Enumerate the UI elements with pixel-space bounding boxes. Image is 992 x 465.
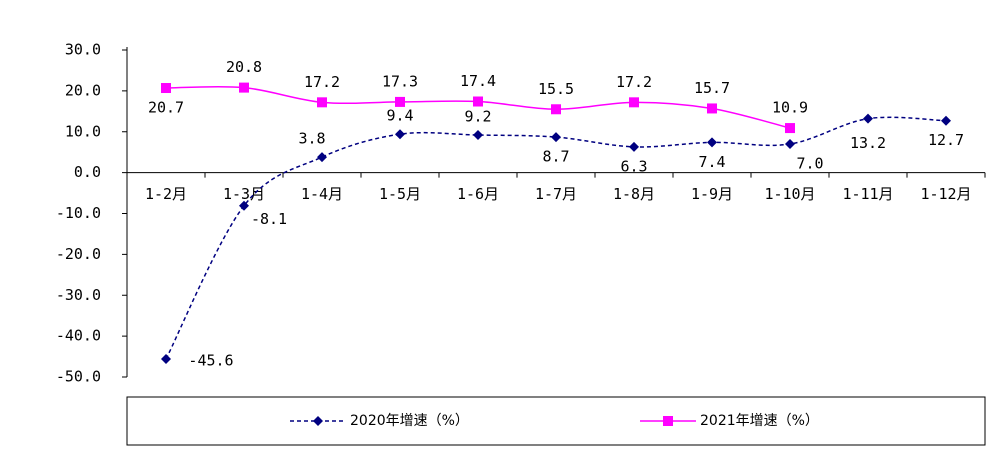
y-tick-label: -20.0 bbox=[56, 245, 101, 263]
y-tick-label: 0.0 bbox=[74, 163, 101, 181]
data-label: 15.5 bbox=[538, 80, 574, 98]
y-tick-label: -40.0 bbox=[56, 327, 101, 345]
data-point bbox=[941, 115, 951, 126]
data-label: -45.6 bbox=[188, 352, 233, 370]
data-point bbox=[395, 129, 405, 140]
data-label: 9.2 bbox=[464, 108, 491, 126]
legend-label: 2021年增速（%） bbox=[700, 413, 819, 429]
legend-box bbox=[126, 396, 986, 446]
data-label: 17.2 bbox=[616, 73, 652, 91]
data-label: 10.9 bbox=[772, 99, 808, 117]
data-label: 6.3 bbox=[620, 157, 647, 175]
y-tick-label: 10.0 bbox=[65, 122, 101, 140]
data-point bbox=[473, 130, 483, 141]
data-point bbox=[239, 200, 249, 211]
y-tick-label: -50.0 bbox=[56, 368, 101, 386]
legend-marker bbox=[663, 416, 673, 426]
x-tick-label: 1-7月 bbox=[535, 185, 577, 203]
data-point bbox=[317, 97, 327, 108]
data-label: 17.3 bbox=[382, 72, 418, 90]
data-point bbox=[551, 132, 561, 143]
data-point bbox=[707, 103, 717, 114]
data-point bbox=[785, 123, 795, 134]
data-point bbox=[395, 96, 405, 107]
data-point bbox=[707, 137, 717, 148]
x-tick-label: 1-6月 bbox=[457, 185, 499, 203]
legend-label: 2020年增速（%） bbox=[350, 413, 469, 429]
x-tick-label: 1-4月 bbox=[301, 185, 343, 203]
data-point bbox=[785, 139, 795, 150]
y-tick-label: -10.0 bbox=[56, 204, 101, 222]
data-label: 20.7 bbox=[148, 99, 184, 117]
series-line bbox=[165, 116, 947, 360]
data-label: 15.7 bbox=[694, 79, 730, 97]
y-tick-label: 30.0 bbox=[65, 41, 101, 59]
x-tick-label: 1-11月 bbox=[842, 185, 893, 203]
data-point bbox=[161, 83, 171, 94]
data-point bbox=[629, 97, 639, 108]
data-point bbox=[629, 141, 639, 152]
data-label: -8.1 bbox=[251, 210, 287, 228]
data-point bbox=[317, 152, 327, 163]
data-label: 20.8 bbox=[226, 58, 262, 76]
data-point bbox=[473, 96, 483, 107]
data-label: 7.0 bbox=[796, 155, 823, 173]
x-tick-label: 1-3月 bbox=[223, 185, 265, 203]
data-label: 7.4 bbox=[698, 153, 725, 171]
data-point bbox=[863, 113, 873, 124]
data-label: 3.8 bbox=[298, 130, 325, 148]
data-label: 17.4 bbox=[460, 72, 496, 90]
x-tick-label: 1-9月 bbox=[691, 185, 733, 203]
y-tick-label: -30.0 bbox=[56, 286, 101, 304]
x-tick-label: 1-10月 bbox=[764, 185, 815, 203]
data-label: 8.7 bbox=[542, 148, 569, 166]
data-point bbox=[239, 82, 249, 93]
x-tick-label: 1-8月 bbox=[613, 185, 655, 203]
x-tick-label: 1-12月 bbox=[920, 185, 971, 203]
data-label: 17.2 bbox=[304, 73, 340, 91]
data-point bbox=[551, 104, 561, 115]
data-label: 9.4 bbox=[386, 107, 413, 125]
data-point bbox=[161, 354, 171, 365]
y-tick-label: 20.0 bbox=[65, 81, 101, 99]
data-label: 13.2 bbox=[850, 134, 886, 152]
x-tick-label: 1-2月 bbox=[145, 185, 187, 203]
data-label: 12.7 bbox=[928, 131, 964, 149]
legend-marker bbox=[313, 416, 323, 426]
x-tick-label: 1-5月 bbox=[379, 185, 421, 203]
